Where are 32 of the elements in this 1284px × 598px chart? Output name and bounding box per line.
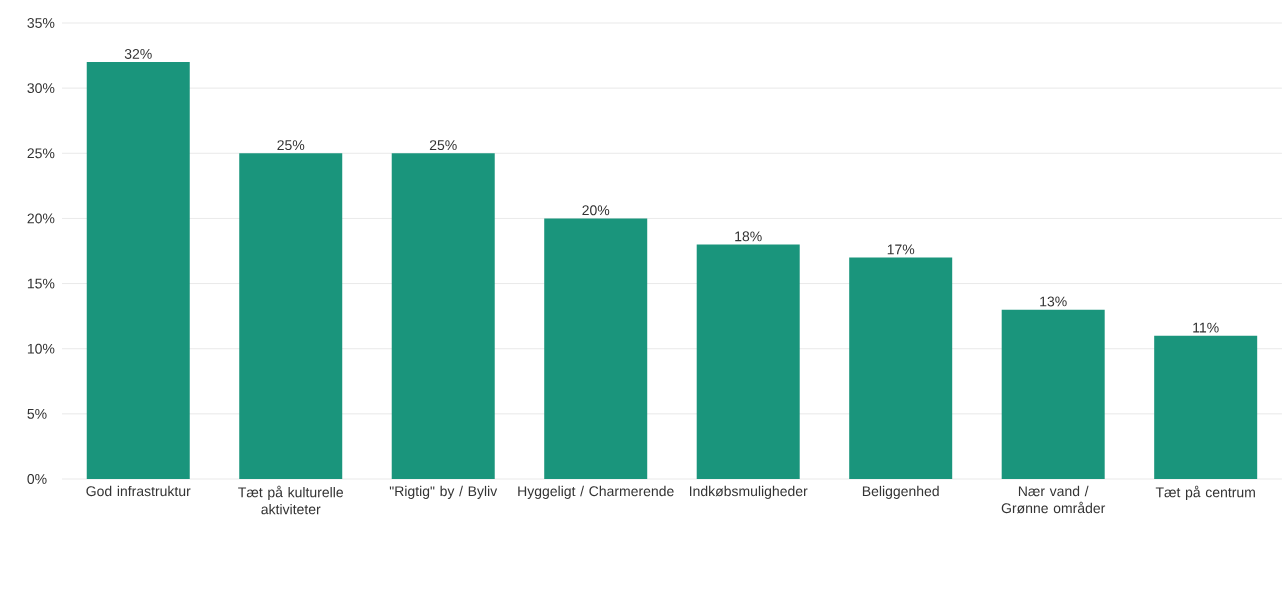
y-tick-label: 0% [27, 474, 47, 484]
y-tick-label: 35% [27, 18, 55, 28]
x-tick-label: Indkøbsmuligheder [689, 485, 808, 499]
data-label: 25% [429, 140, 457, 151]
data-label: 32% [124, 48, 152, 59]
bar [239, 153, 343, 479]
bar [849, 257, 953, 479]
data-label: 17% [887, 244, 915, 255]
y-tick-label: 30% [27, 83, 55, 94]
bar [1154, 335, 1258, 479]
x-tick-label: Tæt på centrum [1155, 485, 1255, 501]
data-label: 20% [582, 205, 610, 216]
bar [696, 244, 800, 479]
x-tick-label: Beliggenhed [862, 485, 939, 499]
data-label: 11% [1193, 322, 1219, 333]
y-tick-label: 15% [27, 278, 55, 289]
y-tick-label: 5% [27, 408, 47, 419]
bar [86, 62, 190, 479]
data-label: 18% [735, 231, 762, 242]
x-tick-label: God infrastruktur [86, 485, 191, 497]
y-tick-label: 10% [27, 343, 55, 354]
x-tick-label: Nær vand / Grønne områder [1001, 485, 1106, 514]
data-label: 13% [1040, 296, 1067, 307]
bar [1001, 309, 1105, 479]
data-label: 25% [277, 140, 305, 151]
x-tick-label: Tæt på kulturelle aktiviteter [238, 485, 344, 515]
x-tick-label: Hyggeligt / Charmerende [518, 485, 674, 499]
bar [391, 153, 495, 479]
bar [544, 218, 648, 479]
x-tick-label: "Rigtig" by / Byliv [389, 485, 498, 499]
y-tick-label: 20% [27, 213, 55, 224]
y-tick-label: 25% [27, 148, 55, 159]
